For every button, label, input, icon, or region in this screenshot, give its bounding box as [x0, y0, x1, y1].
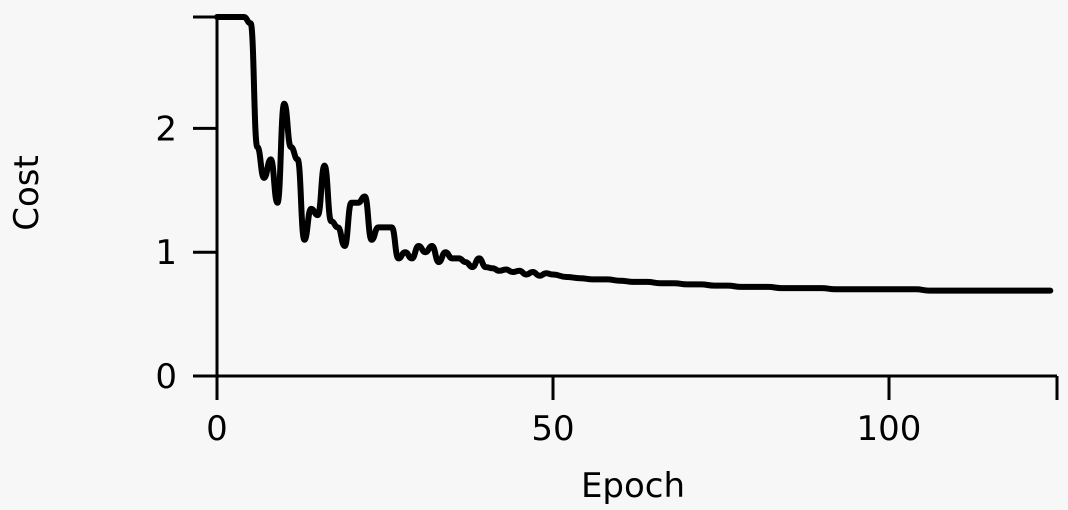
series-layer — [214, 14, 1054, 294]
x-tick-label: 100 — [857, 409, 922, 449]
x-tick-label: 0 — [206, 409, 228, 449]
cost-series-line — [214, 14, 1054, 294]
y-tick-label: 0 — [155, 357, 177, 397]
y-tick-label: 2 — [155, 109, 177, 149]
x-axis-title: Epoch — [581, 466, 685, 506]
y-axis-title: Cost — [7, 155, 47, 231]
y-tick-label: 1 — [155, 233, 177, 273]
x-tick-label: 50 — [531, 409, 574, 449]
axes: 0 50 100 0 1 2 — [155, 15, 1059, 449]
